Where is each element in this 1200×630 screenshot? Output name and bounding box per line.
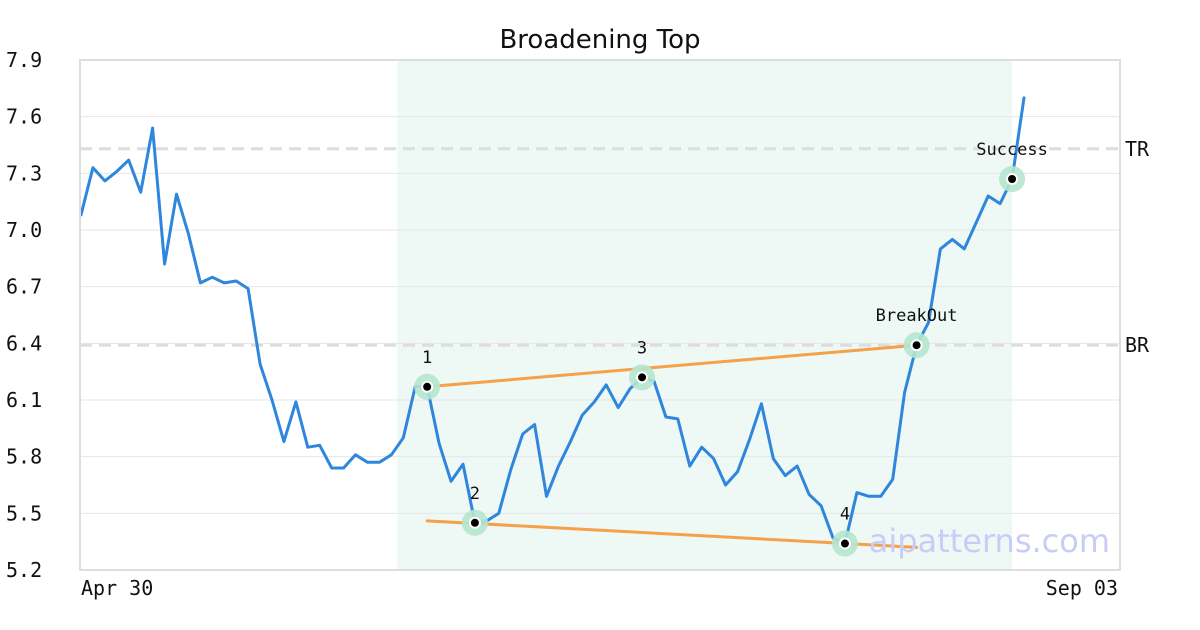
marker-point-success <box>1006 173 1019 185</box>
y-tick-label: 5.8 <box>6 445 42 469</box>
reference-label-tr: TR <box>1125 137 1150 161</box>
marker-point-4 <box>838 537 851 550</box>
price-series <box>79 96 1026 546</box>
grid-lines <box>80 116 1120 514</box>
y-tick-label: 7.9 <box>6 48 42 72</box>
x-tick-end: Sep 03 <box>1046 576 1118 600</box>
price-line <box>79 96 1026 546</box>
reference-label-br: BR <box>1125 333 1150 357</box>
upper-trend-line <box>425 343 919 389</box>
y-tick-label: 7.3 <box>6 161 42 185</box>
y-tick-label: 6.7 <box>6 275 42 299</box>
watermark: aipatterns.com <box>869 522 1110 560</box>
y-tick-label: 5.2 <box>6 558 42 582</box>
marker-label-breakout: BreakOut <box>876 306 958 326</box>
pattern-markers: 1 2 3 4 BreakOut Success <box>414 140 1048 557</box>
x-tick-start: Apr 30 <box>81 576 153 600</box>
reference-lines: TR BR <box>80 137 1150 357</box>
highlight-band <box>397 60 1013 570</box>
y-axis-ticks: 7.9 7.6 7.3 7.0 6.7 6.4 6.1 5.8 5.5 5.2 <box>6 48 42 582</box>
marker-point-3 <box>636 371 649 384</box>
y-tick-label: 6.4 <box>6 331 42 355</box>
y-tick-label: 7.0 <box>6 218 42 242</box>
marker-point-breakout <box>910 339 923 352</box>
marker-label-2: 2 <box>470 484 480 504</box>
marker-label-success: Success <box>976 140 1048 160</box>
y-tick-label: 7.6 <box>6 105 42 129</box>
marker-label-4: 4 <box>840 505 850 525</box>
marker-label-1: 1 <box>422 348 432 368</box>
chart-title: Broadening Top <box>499 25 700 55</box>
marker-point-2 <box>468 516 481 529</box>
marker-point-1 <box>421 380 434 393</box>
y-tick-label: 5.5 <box>6 501 42 525</box>
plot-frame <box>79 59 1121 571</box>
pattern-highlight-region <box>397 60 1013 570</box>
y-tick-label: 6.1 <box>6 388 42 412</box>
marker-label-3: 3 <box>637 338 647 358</box>
